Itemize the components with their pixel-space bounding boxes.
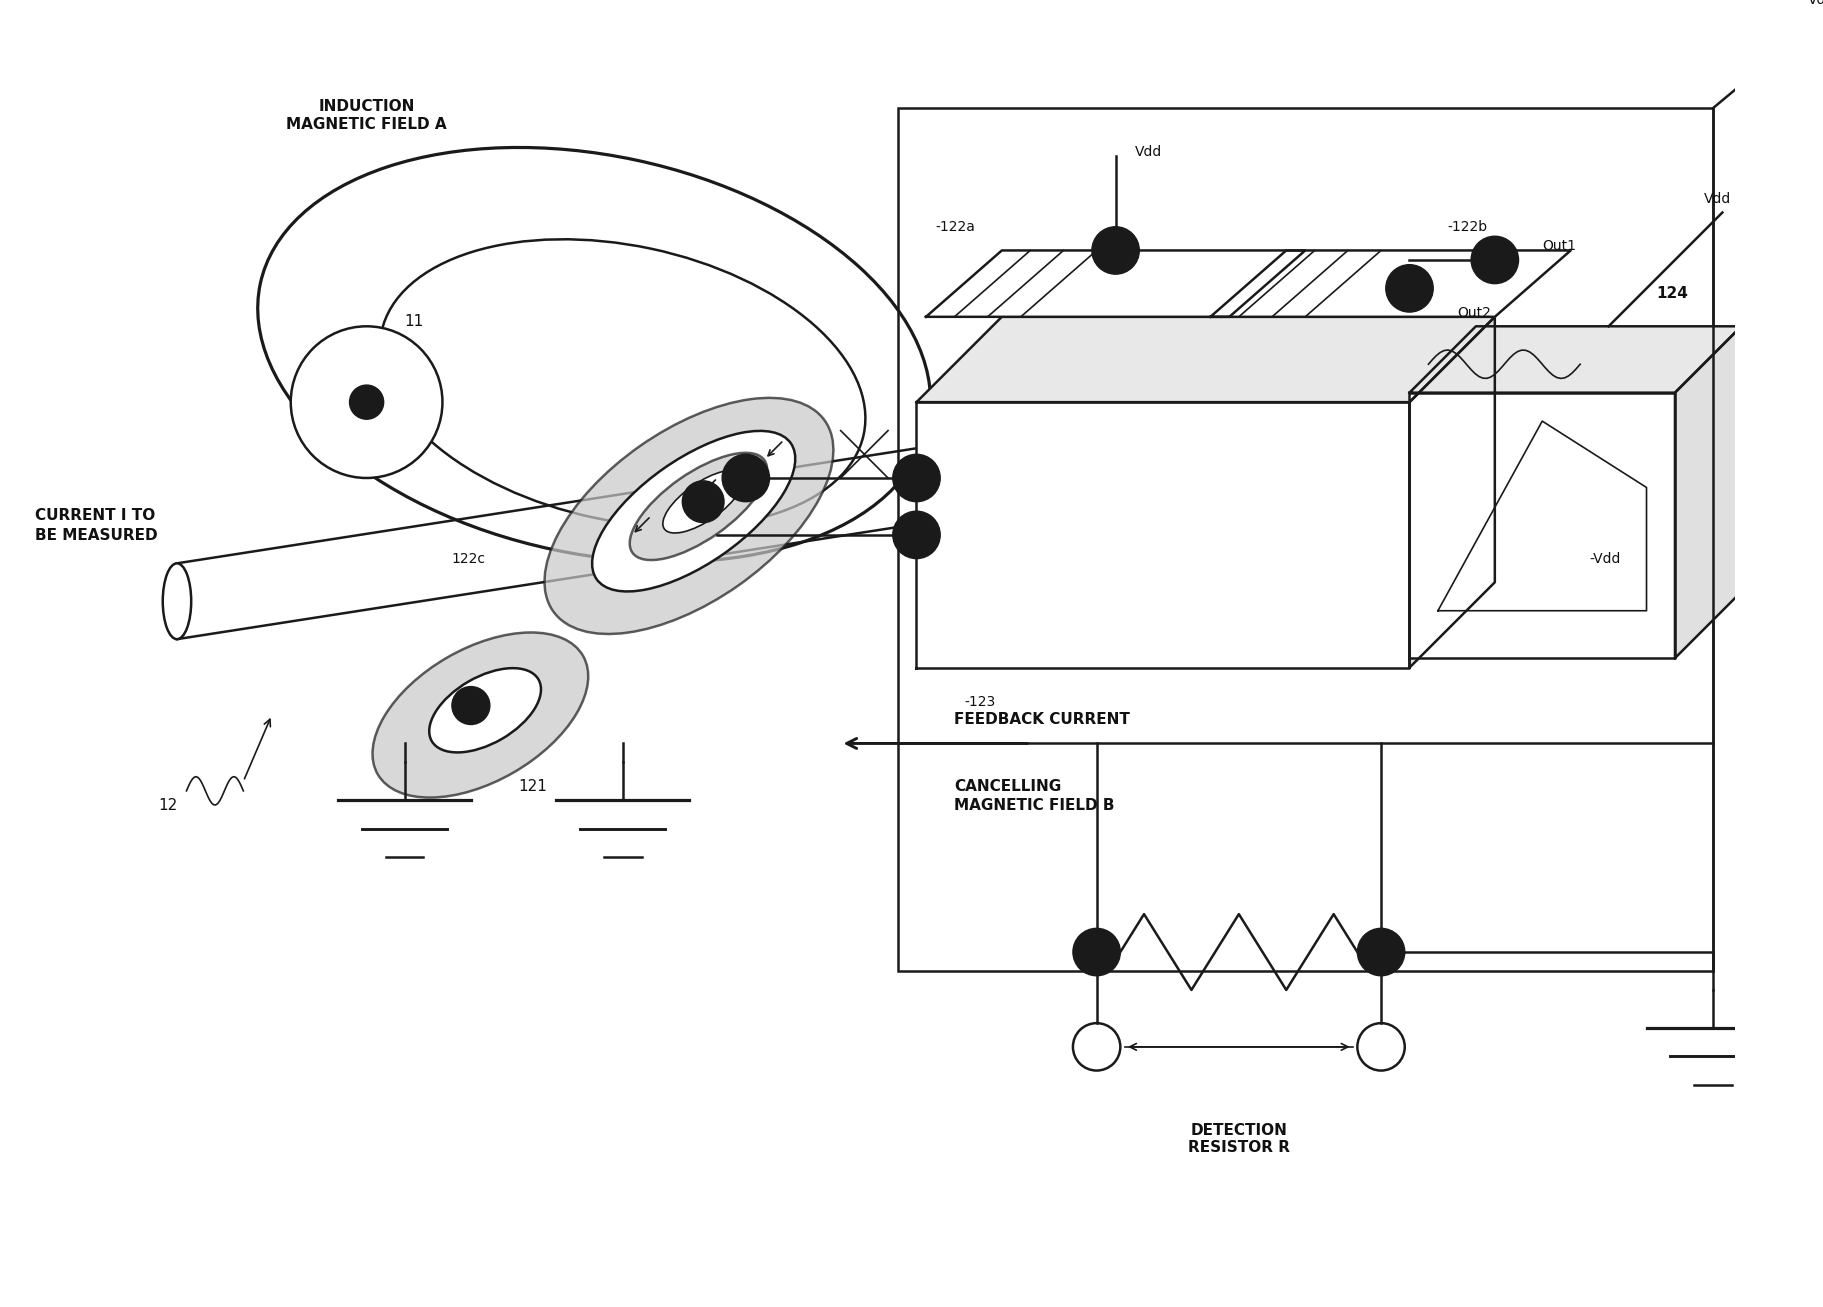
Polygon shape (1675, 327, 1741, 659)
Ellipse shape (428, 668, 541, 753)
Text: -Vdd: -Vdd (1590, 553, 1621, 566)
Text: Out2: Out2 (1457, 306, 1491, 320)
Polygon shape (1409, 316, 1495, 668)
Text: 12: 12 (159, 797, 177, 813)
Text: INDUCTION
MAGNETIC FIELD A: INDUCTION MAGNETIC FIELD A (286, 99, 447, 132)
Ellipse shape (290, 327, 443, 478)
Polygon shape (926, 251, 1305, 316)
Text: 124: 124 (1655, 286, 1688, 301)
Circle shape (1074, 928, 1121, 976)
Text: DETECTION
RESISTOR R: DETECTION RESISTOR R (1189, 1123, 1291, 1155)
Polygon shape (1409, 327, 1741, 392)
Bar (897, 108, 1714, 971)
Circle shape (722, 455, 769, 502)
Ellipse shape (545, 397, 833, 634)
Text: 11: 11 (405, 314, 423, 329)
Circle shape (350, 386, 383, 420)
Text: -122b: -122b (1447, 221, 1488, 234)
Text: Out1: Out1 (1542, 239, 1577, 254)
Circle shape (1092, 226, 1139, 274)
Ellipse shape (592, 431, 795, 592)
Ellipse shape (629, 452, 767, 561)
Circle shape (1358, 928, 1406, 976)
Circle shape (893, 455, 941, 502)
Text: 122c: 122c (452, 553, 487, 566)
Polygon shape (1409, 392, 1675, 659)
Text: CANCELLING
MAGNETIC FIELD B: CANCELLING MAGNETIC FIELD B (955, 779, 1116, 813)
Text: FEEDBACK CURRENT: FEEDBACK CURRENT (955, 712, 1130, 728)
Circle shape (452, 686, 490, 724)
Circle shape (893, 511, 941, 558)
Circle shape (682, 481, 724, 523)
Text: CURRENT I TO
BE MEASURED: CURRENT I TO BE MEASURED (35, 508, 157, 542)
Ellipse shape (664, 471, 744, 533)
Circle shape (1385, 265, 1433, 312)
Text: Vdd: Vdd (1134, 145, 1161, 158)
Ellipse shape (162, 563, 191, 639)
Polygon shape (917, 316, 1495, 403)
Text: 121: 121 (518, 779, 547, 793)
Polygon shape (917, 403, 1409, 668)
Text: Vdd: Vdd (1703, 192, 1730, 207)
Ellipse shape (372, 633, 589, 797)
Text: -123: -123 (964, 694, 995, 708)
Text: Vdd: Vdd (1808, 0, 1823, 7)
Polygon shape (1210, 251, 1571, 316)
Circle shape (1471, 237, 1519, 284)
Text: -122a: -122a (935, 221, 975, 234)
